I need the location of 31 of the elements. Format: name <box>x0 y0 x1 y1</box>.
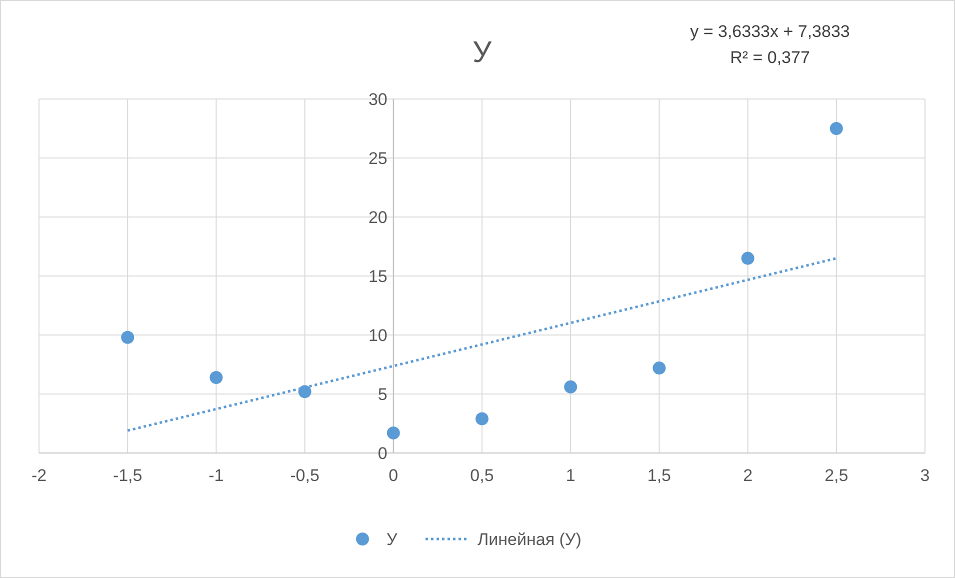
point <box>830 122 843 135</box>
legend-label: У <box>386 530 398 549</box>
x-tick-label: 3 <box>920 466 930 485</box>
point <box>476 412 488 426</box>
x-tick-label: 2 <box>743 466 753 485</box>
y-tick-label: 15 <box>368 266 388 286</box>
point <box>298 385 312 398</box>
x-tick-label: 2,5 <box>824 466 848 485</box>
chart-title: У <box>472 36 492 69</box>
point <box>741 252 754 265</box>
y-tick-label: 5 <box>378 384 388 404</box>
text: y = 3,6333x + 7,3833 <box>690 22 850 41</box>
y-tick-label: 20 <box>368 208 388 227</box>
y-tick-label: 10 <box>368 326 388 345</box>
y-tick-label: 30 <box>368 90 388 109</box>
x-tick-label: -1 <box>208 466 224 485</box>
x-tick-label: 1,5 <box>647 466 672 485</box>
legend-label: Линейная (У) <box>478 530 582 549</box>
x-tick-label: -1,5 <box>112 466 142 485</box>
y-tick-label: 0 <box>378 444 388 463</box>
x-tick-label: -2 <box>31 466 47 485</box>
point <box>121 330 134 344</box>
point <box>386 426 400 440</box>
point <box>210 370 223 384</box>
point <box>564 380 578 394</box>
point <box>652 362 666 375</box>
y-tick-label: 25 <box>368 148 388 168</box>
x-tick-label: 1 <box>566 466 576 485</box>
x-tick-label: -0,5 <box>290 466 320 485</box>
text: R² = 0,377 <box>730 48 810 67</box>
x-tick-label: 0,5 <box>470 466 494 485</box>
